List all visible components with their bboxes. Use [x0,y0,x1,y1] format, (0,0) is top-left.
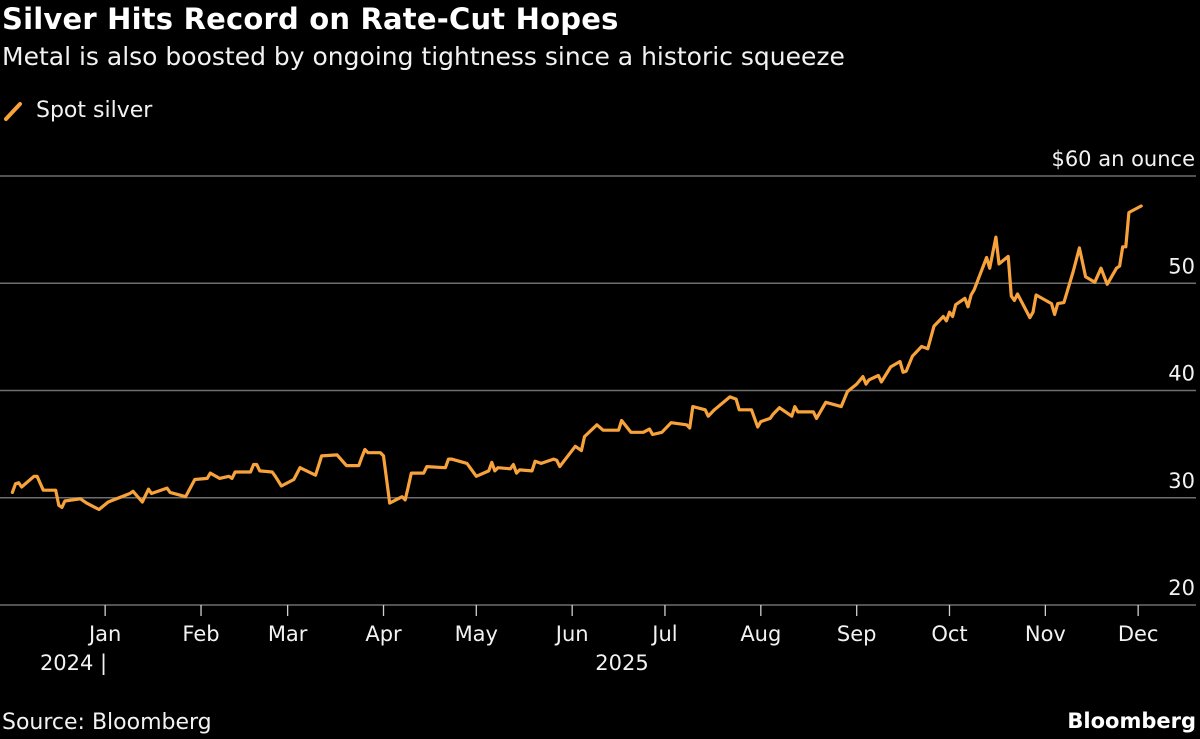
y-tick-label: 30 [1168,469,1195,493]
x-tick-label: Nov [1025,622,1066,646]
source-note: Source: Bloomberg [2,710,212,735]
y-tick-label: 20 [1168,576,1195,600]
x-tick-label: Jul [650,622,677,646]
y-tick-label: 50 [1168,254,1195,278]
y-axis-labels: $60 an ounce 50 40 30 20 [1051,147,1195,600]
legend: Spot silver [2,98,152,123]
legend-label: Spot silver [36,98,153,123]
x-tick-label: Oct [931,622,967,646]
year-label-2024: 2024 | [40,651,107,676]
series-spot-silver [10,204,1143,512]
chart-title: Silver Hits Record on Rate-Cut Hopes [2,2,619,36]
x-tick-label: Aug [740,622,781,646]
chart-subtitle: Metal is also boosted by ongoing tightne… [2,42,845,71]
x-tick-label: Apr [365,622,402,646]
x-tick-label: Jan [87,622,121,646]
x-tick-label: Feb [182,622,219,646]
year-label-2025: 2025 [595,651,648,675]
gridlines [0,175,1196,606]
x-tick-label: Jun [554,622,589,646]
x-tick-label: Sep [837,622,877,646]
x-tick-label: Dec [1118,622,1159,646]
brand-logo: Bloomberg [1067,709,1196,733]
legend-swatch-icon [4,101,22,121]
y-tick-label: $60 an ounce [1051,147,1195,171]
x-tick-label: Mar [268,622,308,646]
series-line-spot-silver [10,204,1143,512]
y-tick-label: 40 [1168,362,1195,386]
x-axis: Jan Feb Mar Apr May Jun Jul Aug Sep Oct Nov Dec 2024… [40,605,1159,676]
x-tick-label: May [455,622,498,646]
